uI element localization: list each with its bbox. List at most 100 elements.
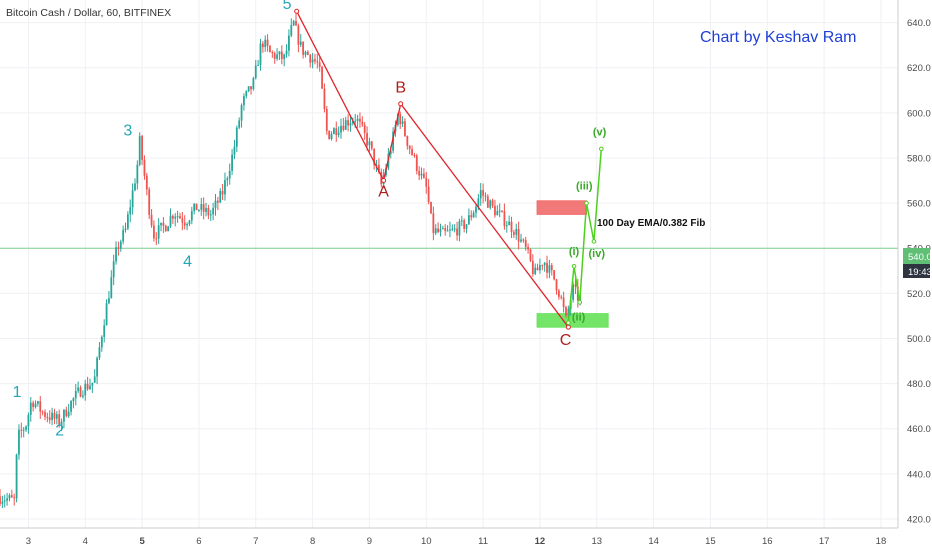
candle-body	[399, 114, 402, 125]
candle-body	[501, 210, 503, 212]
candle-body	[356, 118, 359, 121]
candle-body	[427, 186, 430, 202]
candle-body	[176, 216, 179, 218]
candle-body	[46, 416, 49, 418]
candle-body	[20, 429, 23, 431]
candle-body	[354, 120, 357, 122]
candle-body	[153, 225, 155, 239]
candle-body	[39, 401, 42, 412]
candle-body	[276, 54, 278, 59]
wave-label-2: 2	[55, 422, 64, 439]
candle-body	[536, 267, 539, 271]
candle-body	[470, 215, 473, 218]
candle-body	[129, 207, 132, 215]
candle-body	[162, 222, 165, 226]
candle-body	[143, 159, 146, 176]
candle-body	[434, 228, 437, 234]
subwave-label: (v)	[593, 126, 607, 138]
x-tick-label: 10	[421, 536, 432, 547]
candle-body	[420, 173, 423, 176]
candle-body	[446, 230, 449, 232]
candle-body	[373, 148, 376, 166]
x-tick-label: 11	[478, 536, 488, 547]
candle-body	[207, 208, 210, 216]
candle-body	[297, 25, 300, 45]
candle-body	[349, 123, 352, 126]
candle-body	[472, 212, 475, 218]
y-tick-label: 580.0	[907, 153, 931, 164]
candle-body	[574, 284, 577, 287]
candle-body	[463, 220, 466, 229]
candle-body	[181, 218, 184, 223]
candle-body	[216, 200, 219, 203]
candle-body	[155, 238, 158, 240]
candle-body	[389, 150, 392, 155]
candle-body	[15, 454, 18, 499]
candle-body	[27, 414, 30, 427]
candle-body	[6, 498, 9, 501]
candle-body	[235, 127, 238, 147]
current-price-tag	[903, 248, 930, 264]
candle-body	[141, 136, 143, 160]
y-tick-label: 420.0	[907, 514, 931, 525]
candle-body	[126, 214, 129, 229]
candle-body	[72, 398, 75, 402]
candle-body	[380, 172, 383, 185]
candle-body	[98, 347, 101, 358]
candle-body	[351, 121, 354, 124]
candle-body	[41, 411, 44, 413]
candle-body	[89, 385, 91, 390]
y-tick-label: 500.0	[907, 334, 931, 345]
candle-body	[484, 195, 487, 197]
candle-body	[363, 124, 366, 134]
candle-body	[179, 216, 181, 219]
candle-body	[465, 224, 468, 229]
grid	[0, 0, 898, 528]
candle-body	[335, 128, 338, 135]
candle-body	[93, 376, 96, 383]
candle-body	[122, 229, 125, 242]
x-tick-label: 18	[876, 536, 887, 547]
wave-label-b: B	[395, 80, 406, 97]
candle-body	[392, 131, 395, 151]
candle-body	[103, 325, 106, 337]
candle-body	[508, 221, 511, 226]
candle-body	[460, 220, 463, 222]
resistance-label: 100 Day EMA/0.382 Fib	[597, 218, 705, 229]
wave-label-a: A	[378, 183, 389, 200]
candle-body	[292, 21, 295, 26]
candle-body	[74, 391, 77, 399]
candle-body	[273, 53, 276, 59]
candle-body	[221, 191, 224, 195]
candle-body	[32, 402, 35, 408]
subwave-pivot-point	[599, 146, 604, 152]
candle-body	[138, 136, 141, 165]
candle-body	[36, 401, 39, 404]
candle-body	[306, 51, 309, 55]
candle-body	[131, 190, 134, 208]
candle-body	[136, 164, 139, 184]
candle-body	[562, 297, 565, 308]
candle-body	[112, 261, 115, 278]
candle-body	[77, 387, 80, 392]
candle-body	[441, 228, 444, 230]
candle-body	[444, 228, 447, 231]
candle-body	[124, 228, 127, 230]
candle-body	[479, 190, 482, 199]
candle-body	[283, 54, 286, 60]
candle-body	[188, 220, 191, 224]
candle-body	[458, 221, 461, 236]
x-tick-label: 4	[83, 536, 88, 547]
x-tick-label: 3	[26, 536, 31, 547]
candle-body	[44, 412, 46, 417]
subwave-pivot-point	[591, 239, 597, 244]
zones-layer	[536, 200, 609, 328]
candle-body	[505, 225, 508, 227]
candle-body	[330, 133, 333, 139]
candle-body	[524, 240, 527, 247]
candle-body	[1, 501, 4, 504]
y-tick-label: 560.0	[907, 199, 931, 210]
y-tick-label: 620.0	[907, 63, 931, 74]
